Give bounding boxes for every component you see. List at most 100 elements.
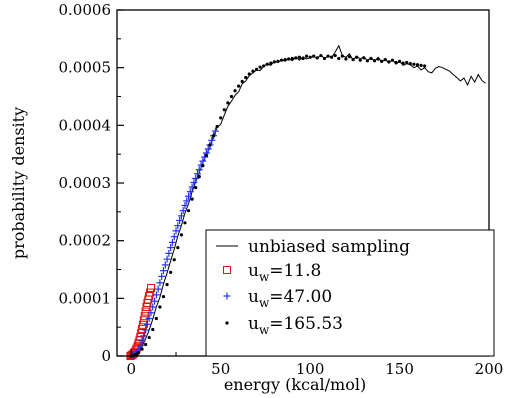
series-3-point-32 <box>237 84 241 88</box>
series-3-point-48 <box>294 56 298 60</box>
series-3 <box>129 53 427 358</box>
series-3-point-58 <box>330 55 334 59</box>
series-line-unbiased <box>131 44 486 357</box>
series-3-point-53 <box>312 54 316 58</box>
series-3-point-21 <box>197 175 201 179</box>
series-2-point-36 <box>193 170 201 178</box>
series-3-point-7 <box>147 335 151 340</box>
legend-symbol-2 <box>223 292 231 300</box>
series-2-point-34 <box>190 178 198 186</box>
series-2-point-28 <box>179 207 187 215</box>
series-3-point-76 <box>394 60 398 65</box>
series-3-point-63 <box>347 55 352 59</box>
series-2-point-12 <box>151 297 159 305</box>
series-3-point-5 <box>140 347 144 351</box>
series-1-point-15 <box>139 316 148 325</box>
series-2-point-19 <box>163 255 171 263</box>
series-2-point-32 <box>186 188 194 196</box>
legend-label-3: uw=165.53 <box>248 314 343 337</box>
series-3-point-62 <box>344 57 348 61</box>
series-0 <box>131 44 486 357</box>
series-3-point-31 <box>233 89 237 93</box>
series-3-point-78 <box>401 61 405 65</box>
series-2-point-27 <box>177 212 185 220</box>
legend-label-2-rest: =47.00 <box>269 287 332 307</box>
legend-symbol-3 <box>225 321 229 325</box>
series-3-point-72 <box>380 59 384 63</box>
series-2-point-10 <box>147 309 155 317</box>
series-2-point-29 <box>181 201 189 209</box>
series-3-point-66 <box>358 58 362 62</box>
y-tick-label-5: 0.0005 <box>59 59 112 77</box>
series-2-point-39 <box>199 157 207 165</box>
series-1-point-22 <box>146 288 155 297</box>
series-3-point-65 <box>355 55 359 59</box>
legend-label-1-sub: w <box>259 270 270 284</box>
y-tick-label-4: 0.0004 <box>59 116 112 134</box>
series-3-point-75 <box>390 58 395 62</box>
x-tick-label-2: 100 <box>296 360 325 378</box>
series-2-point-22 <box>168 238 176 246</box>
series-3-point-61 <box>340 54 344 58</box>
series-3-point-79 <box>405 60 409 65</box>
legend-label-3-sub: w <box>259 323 270 337</box>
series-1-point-23 <box>146 283 155 292</box>
x-axis-label: energy (kcal/mol) <box>224 375 366 394</box>
series-2-point-15 <box>156 279 164 287</box>
series-3-point-16 <box>179 233 183 237</box>
series-3-point-30 <box>229 94 234 99</box>
series-2-point-9 <box>145 315 153 323</box>
series-3-point-6 <box>144 342 148 347</box>
series-3-point-23 <box>204 153 209 157</box>
series-3-point-81 <box>412 62 416 66</box>
series-3-point-28 <box>222 108 226 112</box>
series-3-point-43 <box>276 59 280 63</box>
series-2-point-13 <box>152 291 160 299</box>
series-3-point-57 <box>326 54 330 58</box>
series-3-point-73 <box>383 57 387 62</box>
series-2-point-6 <box>140 332 148 340</box>
y-tick-label-0: 0 <box>101 347 111 365</box>
series-3-point-24 <box>208 143 212 147</box>
series-3-point-68 <box>365 59 369 63</box>
series-3-point-34 <box>244 75 248 80</box>
series-2-point-4 <box>136 342 144 350</box>
series-2-point-20 <box>165 249 173 257</box>
series-2-point-21 <box>167 244 175 252</box>
legend-label-2: uw=47.00 <box>248 287 332 310</box>
series-2-point-11 <box>149 303 157 311</box>
series-2-point-7 <box>142 326 150 334</box>
x-tick-label-3: 150 <box>385 360 414 378</box>
series-3-point-13 <box>169 270 173 274</box>
series-3-point-54 <box>315 56 319 60</box>
series-2-point-46 <box>211 127 219 135</box>
series-3-point-39 <box>262 64 266 68</box>
series-3-point-33 <box>240 79 244 84</box>
y-tick-label-1: 0.0001 <box>59 289 112 307</box>
legend-label-1-base: u <box>248 261 259 281</box>
series-2-point-37 <box>195 166 203 174</box>
series-3-point-47 <box>290 56 294 61</box>
x-tick-label-1: 50 <box>211 360 230 378</box>
series-3-point-50 <box>301 56 305 61</box>
legend-label-1: uw=11.8 <box>248 261 321 284</box>
series-3-point-42 <box>272 60 276 64</box>
series-1-point-17 <box>141 307 150 316</box>
series-3-point-19 <box>190 197 194 201</box>
series-3-point-84 <box>423 64 427 68</box>
legend-label-1-rest: =11.8 <box>269 261 321 281</box>
series-3-point-17 <box>183 221 187 225</box>
legend-label-0: unbiased sampling <box>248 237 410 257</box>
series-3-point-45 <box>283 57 287 62</box>
series-3-point-35 <box>247 72 251 76</box>
x-tick-label-0: 0 <box>127 360 137 378</box>
series-3-point-55 <box>319 53 323 58</box>
series-2-point-30 <box>183 197 191 205</box>
series-2-point-23 <box>170 233 178 241</box>
legend-label-2-sub: w <box>259 296 270 310</box>
y-tick-label-2: 0.0002 <box>59 232 112 250</box>
series-3-point-4 <box>136 350 141 355</box>
series-3-point-46 <box>287 57 291 61</box>
series-3-point-71 <box>376 57 380 61</box>
